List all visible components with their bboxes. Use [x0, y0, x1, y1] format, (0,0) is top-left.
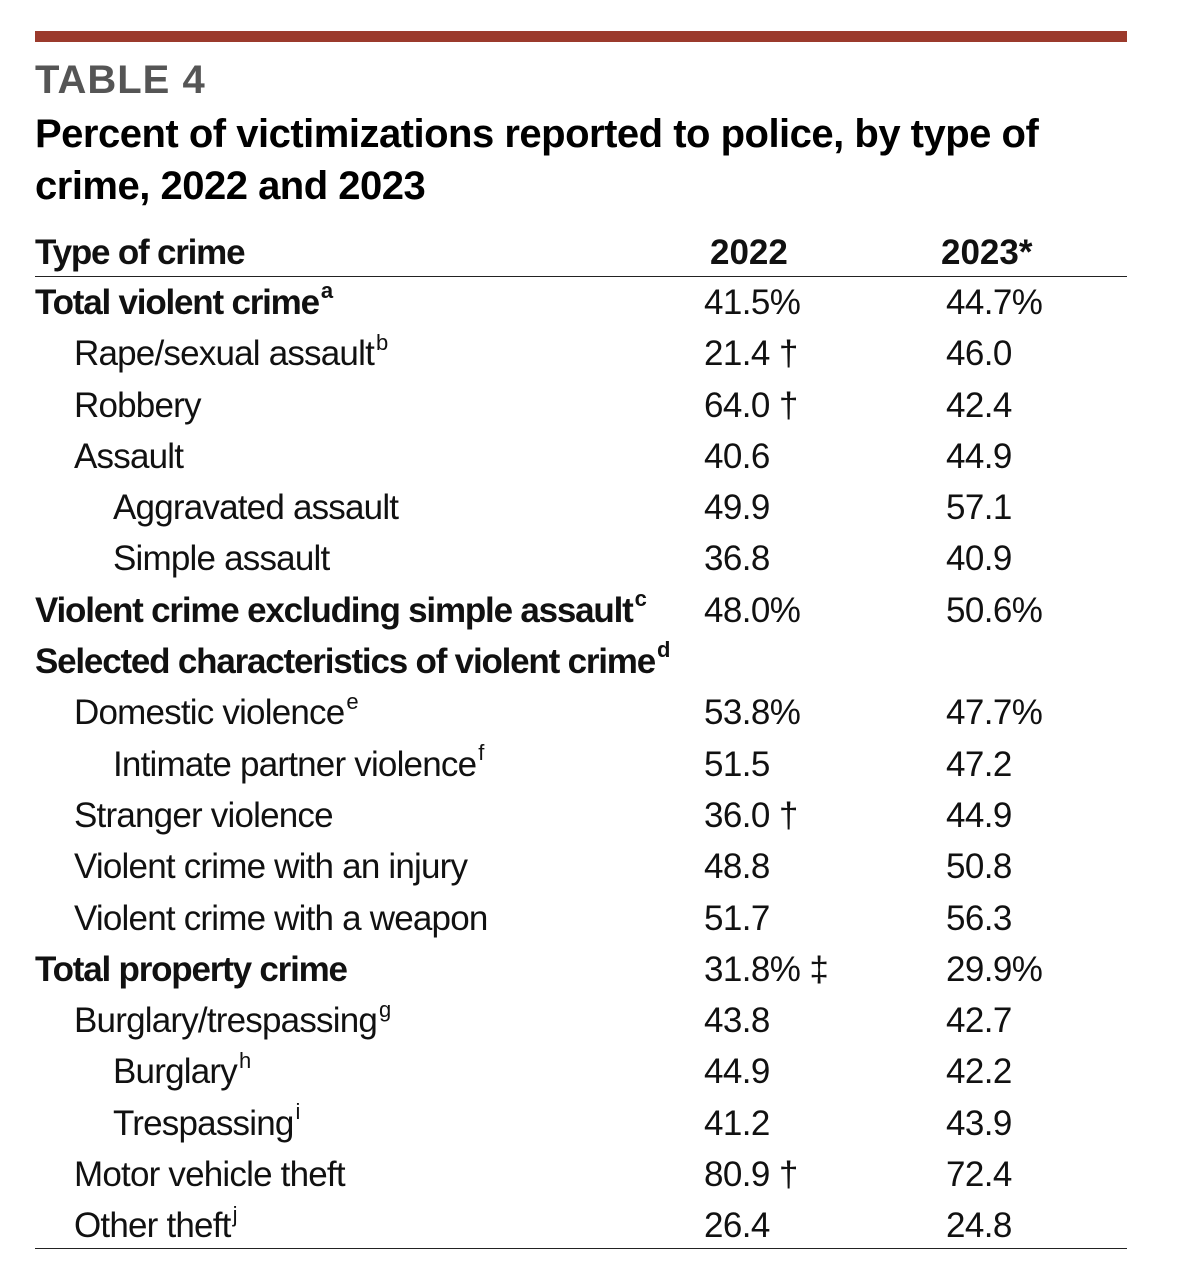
- row-label: Rape/sexual assault: [74, 334, 375, 374]
- value-2022: 26.4: [704, 1206, 770, 1246]
- row-label: Simple assault: [113, 539, 330, 579]
- row-label: Violent crime with an injury: [74, 847, 468, 887]
- row-label: Motor vehicle theft: [74, 1155, 346, 1195]
- value-2022: 36.0 †: [704, 795, 798, 835]
- header-rule: [35, 276, 1127, 277]
- value-2023: 43.9: [946, 1103, 1012, 1143]
- footnote-marker: g: [379, 996, 391, 1022]
- table-row: Aggravated assault 49.9 57.1: [35, 482, 1127, 533]
- value-2023: 46.0: [946, 334, 1012, 374]
- value-2022: 40.6: [704, 436, 770, 476]
- row-label: Domestic violence: [74, 693, 345, 733]
- table-row: Violent crime excluding simple assaultc …: [35, 585, 1127, 636]
- value-2022: 51.5: [704, 744, 770, 784]
- table-title: Percent of victimizations reported to po…: [35, 112, 1039, 208]
- value-2022: 44.9: [704, 1052, 770, 1092]
- table-row: Burglaryh 44.9 42.2: [35, 1046, 1127, 1097]
- table-row: Simple assault 36.8 40.9: [35, 533, 1127, 584]
- header-type-of-crime: Type of crime: [35, 233, 246, 272]
- value-2023: 44.9: [946, 436, 1012, 476]
- value-2023: 42.7: [946, 1001, 1012, 1041]
- footnote-marker: f: [478, 740, 484, 766]
- value-2022: 31.8% ‡: [704, 949, 829, 989]
- header-2022: 2022: [710, 233, 788, 272]
- value-2022: 48.8: [704, 847, 770, 887]
- footnote-marker: b: [376, 329, 388, 355]
- row-label: Total property crime: [35, 949, 348, 989]
- row-label: Total violent crime: [35, 283, 320, 322]
- footnote-marker: e: [346, 688, 358, 714]
- value-2023: 56.3: [946, 898, 1012, 938]
- value-2022: 49.9: [704, 488, 770, 528]
- data-table: Type of crime 2022 2023* Total violent c…: [35, 228, 1127, 1252]
- table-row: Violent crime with an injury 48.8 50.8: [35, 841, 1127, 892]
- value-2022: 80.9 †: [704, 1155, 798, 1195]
- footnote-marker: h: [238, 1047, 251, 1073]
- table-row: Assault 40.6 44.9: [35, 431, 1127, 482]
- bottom-rule: [35, 1248, 1127, 1249]
- value-2023: 72.4: [946, 1155, 1012, 1195]
- table-row: Violent crime with a weapon 51.7 56.3: [35, 893, 1127, 944]
- value-2023: 40.9: [946, 539, 1012, 579]
- row-label: Selected characteristics of violent crim…: [35, 642, 656, 682]
- footnote-marker: d: [657, 637, 670, 663]
- value-2022: 36.8: [704, 539, 770, 579]
- table-row: Motor vehicle theft 80.9 † 72.4: [35, 1149, 1127, 1200]
- value-2023: 44.7%: [946, 283, 1043, 322]
- row-label: Other theft: [74, 1206, 231, 1246]
- row-label: Burglary/trespassing: [74, 1001, 378, 1041]
- value-2023: 42.2: [946, 1052, 1012, 1092]
- value-2022: 43.8: [704, 1001, 770, 1041]
- table-row: Intimate partner violencef 51.5 47.2: [35, 739, 1127, 790]
- footnote-marker: c: [634, 586, 647, 612]
- row-label: Intimate partner violence: [113, 744, 477, 784]
- value-2023: 29.9%: [946, 949, 1043, 989]
- row-label: Violent crime excluding simple assault: [35, 590, 634, 630]
- header-2023: 2023*: [941, 233, 1033, 272]
- table-row: Trespassingi 41.2 43.9: [35, 1098, 1127, 1149]
- footnote-marker: j: [232, 1201, 238, 1227]
- value-2022: 41.5%: [704, 283, 801, 322]
- table-row: Rape/sexual assaultb 21.4 † 46.0: [35, 328, 1127, 379]
- row-label: Stranger violence: [74, 795, 334, 835]
- row-label: Burglary: [113, 1052, 238, 1092]
- table-row: Selected characteristics of violent crim…: [35, 636, 1127, 687]
- table-row: Stranger violence 36.0 † 44.9: [35, 790, 1127, 841]
- value-2023: 50.8: [946, 847, 1012, 887]
- row-label: Trespassing: [113, 1103, 294, 1143]
- table-row: Total property crime 31.8% ‡ 29.9%: [35, 944, 1127, 995]
- top-rule: [35, 31, 1127, 42]
- row-label: Violent crime with a weapon: [74, 898, 488, 938]
- value-2022: 41.2: [704, 1103, 770, 1143]
- table-row: Domestic violencee 53.8% 47.7%: [35, 687, 1127, 738]
- value-2022: 48.0%: [704, 590, 801, 630]
- value-2023: 50.6%: [946, 590, 1043, 630]
- value-2023: 44.9: [946, 795, 1012, 835]
- value-2023: 24.8: [946, 1206, 1012, 1246]
- value-2023: 47.2: [946, 744, 1012, 784]
- value-2022: 64.0 †: [704, 385, 798, 425]
- footnote-marker: a: [320, 278, 333, 304]
- table-row: Other theftj 26.4 24.8: [35, 1200, 1127, 1251]
- value-2022: 51.7: [704, 898, 770, 938]
- value-2023: 57.1: [946, 488, 1012, 528]
- table-label: TABLE 4: [35, 58, 206, 102]
- row-label: Assault: [74, 436, 184, 476]
- row-label: Robbery: [74, 385, 202, 425]
- footnote-marker: i: [295, 1099, 301, 1125]
- row-label: Aggravated assault: [113, 488, 399, 528]
- value-2022: 53.8%: [704, 693, 801, 733]
- table-header: Type of crime 2022 2023*: [35, 228, 1127, 276]
- value-2023: 47.7%: [946, 693, 1043, 733]
- table-row: Robbery 64.0 † 42.4: [35, 380, 1127, 431]
- table-row: Burglary/trespassingg 43.8 42.7: [35, 995, 1127, 1046]
- table-row: Total violent crimea 41.5% 44.7%: [35, 277, 1127, 328]
- value-2023: 42.4: [946, 385, 1012, 425]
- value-2022: 21.4 †: [704, 334, 798, 374]
